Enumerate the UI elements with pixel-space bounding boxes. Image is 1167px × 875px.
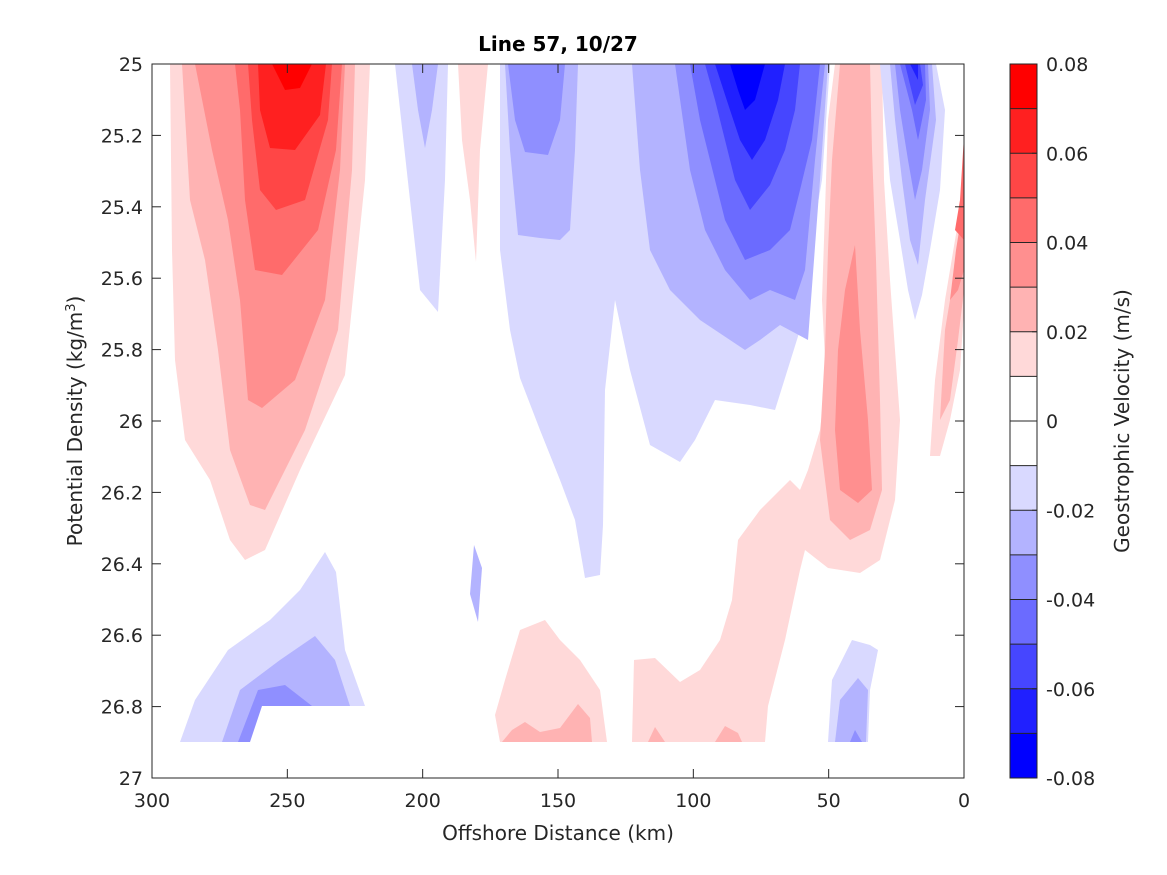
y-tick-label: 25 bbox=[119, 54, 143, 76]
y-tick-label: 26.8 bbox=[101, 697, 143, 719]
contour-nearshore-neg-6 bbox=[910, 64, 918, 80]
colorbar-tick-label: 0.04 bbox=[1046, 233, 1088, 255]
y-tick-label: 26 bbox=[119, 411, 143, 433]
colorbar-swatch bbox=[1010, 644, 1037, 689]
y-axis-ticks: 25 25.2 25.4 25.6 25.8 26 26.2 26.4 26.6 26.8 27 bbox=[101, 54, 964, 790]
contour-mid-pos-strip bbox=[458, 64, 488, 262]
x-tick-label: 200 bbox=[405, 790, 441, 812]
colorbar-swatch bbox=[1010, 197, 1037, 243]
y-tick-label: 25.2 bbox=[101, 125, 143, 147]
y-tick-label: 25.8 bbox=[101, 340, 143, 362]
colorbar-tick-label: -0.08 bbox=[1046, 768, 1095, 790]
contour-nearshore-neg-5 bbox=[905, 64, 923, 105]
y-axis-label-exponent: 3 bbox=[64, 303, 79, 311]
colorbar-swatch bbox=[1010, 688, 1037, 734]
x-axis-ticks: 300 250 200 150 100 50 0 bbox=[134, 64, 970, 812]
x-axis-label: Offshore Distance (km) bbox=[442, 821, 674, 845]
contour-jet-neg-8 bbox=[715, 64, 785, 160]
y-axis-label-close: ) bbox=[63, 296, 87, 304]
colorbar-swatch bbox=[1010, 331, 1037, 377]
colorbar-swatch bbox=[1010, 733, 1037, 778]
colorbar-swatch bbox=[1010, 376, 1037, 421]
colorbar-label: Geostrophic Velocity (m/s) bbox=[1110, 289, 1134, 553]
contour-deep-neg-near-2 bbox=[835, 678, 868, 742]
colorbar-swatch bbox=[1010, 465, 1037, 511]
colorbar-swatch bbox=[1010, 599, 1037, 645]
x-tick-label: 100 bbox=[675, 790, 711, 812]
x-tick-label: 150 bbox=[540, 790, 576, 812]
contour-jet-neg-4 bbox=[508, 64, 565, 155]
y-axis-label: Potential Density (kg/m3) bbox=[63, 296, 87, 547]
y-tick-label: 27 bbox=[119, 768, 143, 790]
contour-deep-neg-near-3 bbox=[850, 730, 862, 742]
y-tick-label: 26.4 bbox=[101, 554, 143, 576]
colorbar bbox=[1009, 63, 1038, 779]
colorbar-tick-label: 0.06 bbox=[1046, 143, 1088, 165]
colorbar-swatch bbox=[1010, 108, 1037, 154]
colorbar-tick-label: 0.08 bbox=[1046, 54, 1088, 76]
colorbar-swatch bbox=[1010, 242, 1037, 288]
colorbar-swatch bbox=[1010, 421, 1037, 466]
y-tick-label: 26.2 bbox=[101, 482, 143, 504]
contour-mid-neg-strip bbox=[395, 64, 448, 312]
contour-nearshore-pos-3 bbox=[835, 245, 872, 503]
colorbar-swatch bbox=[1010, 287, 1037, 332]
colorbar-swatch bbox=[1010, 510, 1037, 555]
colorbar-tick-label: 0 bbox=[1046, 411, 1058, 433]
contour-coastal-pos-4 bbox=[955, 136, 964, 240]
contour-deep-pos-3 bbox=[648, 727, 665, 742]
contour-fills bbox=[170, 64, 964, 742]
y-tick-label: 26.6 bbox=[101, 625, 143, 647]
contour-deep-pos-2 bbox=[502, 704, 592, 742]
y-axis-label-text: Potential Density (kg/m bbox=[63, 312, 87, 547]
contour-jet-neg-9 bbox=[730, 64, 765, 110]
colorbar-swatch bbox=[1010, 64, 1037, 109]
contour-mid-neg-dot bbox=[470, 545, 482, 622]
y-tick-label: 25.6 bbox=[101, 268, 143, 290]
colorbar-swatch bbox=[1010, 554, 1037, 600]
colorbar-tick-label: 0.02 bbox=[1046, 322, 1088, 344]
x-tick-label: 0 bbox=[958, 790, 970, 812]
x-tick-label: 50 bbox=[817, 790, 841, 812]
contour-deep-pos-4 bbox=[715, 726, 742, 742]
y-tick-label: 25.4 bbox=[101, 197, 143, 219]
colorbar-tick-label: -0.04 bbox=[1046, 590, 1095, 612]
contour-offshore-pos-7 bbox=[272, 64, 312, 90]
contour-offshore-neg-3 bbox=[238, 685, 312, 742]
x-tick-label: 250 bbox=[269, 790, 305, 812]
colorbar-swatch bbox=[1010, 153, 1037, 198]
colorbar-tick-label: -0.02 bbox=[1046, 500, 1095, 522]
x-tick-label: 300 bbox=[134, 790, 170, 812]
colorbar-tick-labels: -0.08 -0.06 -0.04 -0.02 0 0.02 0.04 0.06 0.08 bbox=[1032, 54, 1095, 790]
plot-area: 300 250 200 150 100 50 0 2525.225.425.625.8262… bbox=[101, 54, 970, 812]
contour-offshore-pos-6 bbox=[258, 64, 326, 150]
contour-mid-neg-inner bbox=[412, 64, 438, 148]
colorbar-tick-label: -0.06 bbox=[1046, 679, 1095, 701]
chart-title: Line 57, 10/27 bbox=[478, 32, 638, 56]
